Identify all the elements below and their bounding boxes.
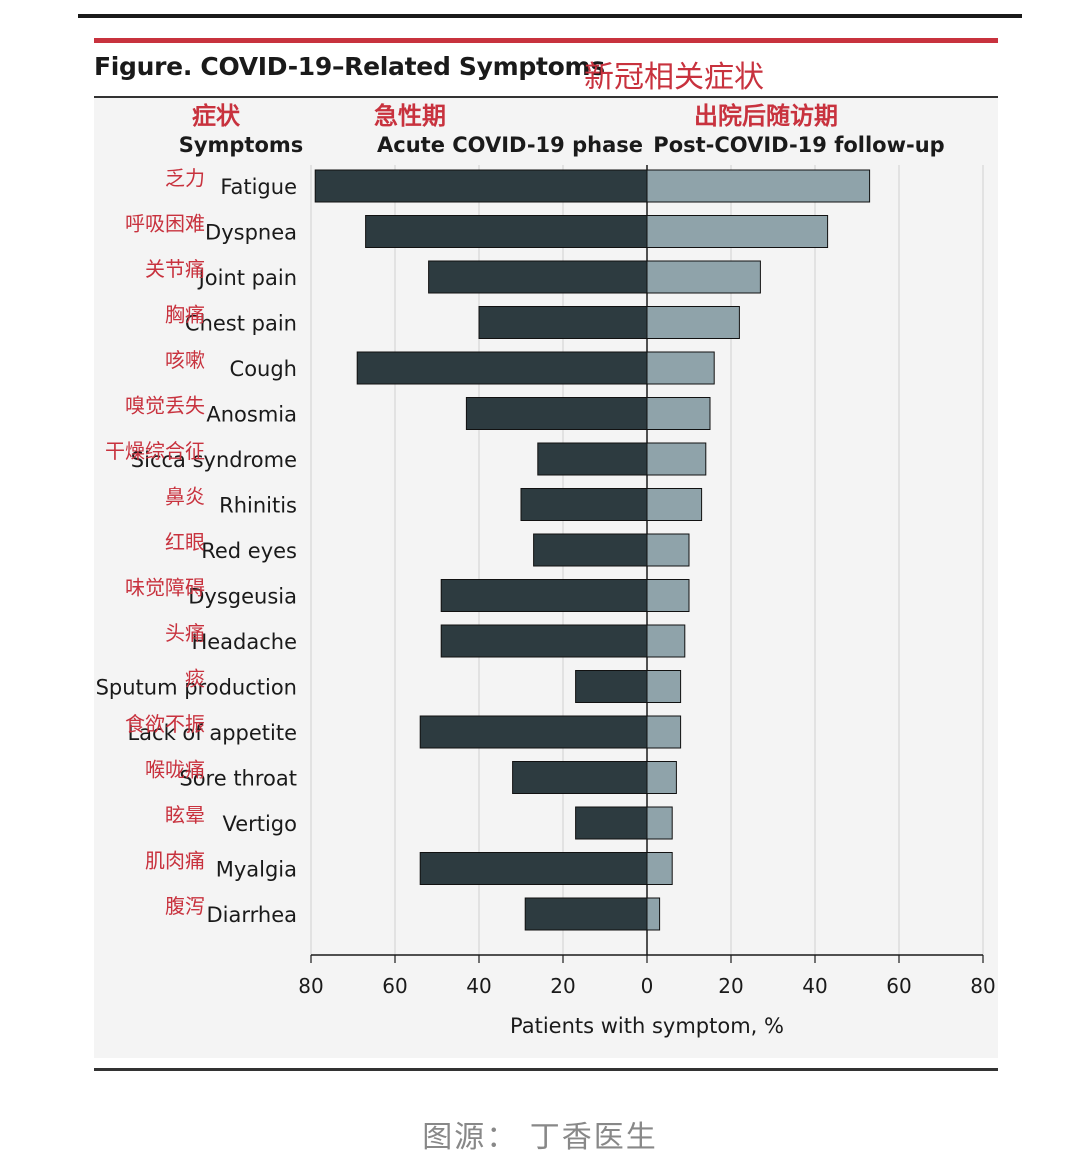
category-label-cn: 头痛 — [165, 621, 205, 645]
category-label: Diarrhea — [206, 903, 297, 927]
header-post: Post-COVID-19 follow-up — [653, 133, 944, 157]
category-label-cn: 食欲不振 — [125, 712, 205, 736]
header-symptoms: Symptoms — [179, 133, 304, 157]
title-underline — [94, 96, 998, 98]
acute-bar — [520, 488, 648, 521]
acute-bar — [314, 169, 648, 203]
acute-bar — [533, 533, 648, 567]
bottom-rule — [94, 1068, 998, 1071]
category-label-cn: 咳嗽 — [165, 348, 205, 372]
category-label-cn: 红眼 — [165, 530, 205, 554]
accent-rule — [94, 38, 998, 43]
post-bar — [646, 260, 761, 294]
category-label: Lack of appetite — [127, 721, 297, 745]
x-tick-label: 80 — [970, 974, 995, 998]
post-bar — [646, 579, 690, 612]
category-label: Dyspnea — [205, 221, 297, 245]
acute-bar — [575, 670, 648, 703]
category-label: Rhinitis — [219, 494, 297, 518]
category-label: Fatigue — [220, 175, 297, 199]
x-tick-label: 0 — [641, 974, 654, 998]
category-label-cn: 眩晕 — [165, 803, 205, 827]
category-label: Anosmia — [206, 403, 297, 427]
category-label: Myalgia — [216, 858, 297, 882]
category-label: Headache — [191, 630, 297, 654]
header-acute: Acute COVID-19 phase — [377, 133, 643, 157]
acute-bar — [478, 306, 648, 339]
x-tick-label: 40 — [466, 974, 491, 998]
acute-bar — [365, 215, 648, 248]
category-label: Vertigo — [222, 812, 297, 836]
acute-bar — [419, 852, 648, 885]
category-label: Sore throat — [179, 767, 297, 791]
acute-bar — [465, 397, 648, 430]
category-label-cn: 胸痛 — [165, 303, 205, 327]
x-tick-label: 60 — [886, 974, 911, 998]
post-bar — [646, 806, 673, 840]
post-bar — [646, 533, 690, 567]
acute-bar — [575, 806, 648, 840]
post-bar — [646, 215, 829, 248]
post-bar — [646, 351, 715, 385]
post-bar — [646, 897, 661, 931]
post-bar — [646, 715, 682, 749]
acute-bar — [440, 624, 648, 658]
category-label-cn: 干燥综合征 — [105, 439, 205, 463]
post-bar — [646, 624, 686, 658]
acute-bar — [356, 351, 648, 385]
post-bar — [646, 761, 677, 794]
x-tick-label: 20 — [550, 974, 575, 998]
x-tick-label: 20 — [718, 974, 743, 998]
acute-bar — [428, 260, 648, 294]
post-bar — [646, 442, 707, 476]
acute-bar — [524, 897, 648, 931]
category-label-cn: 腹泻 — [165, 894, 205, 918]
category-label-cn: 味觉障碍 — [125, 576, 205, 600]
acute-bar — [537, 442, 648, 476]
top-rule — [78, 14, 1022, 18]
category-label-cn: 鼻炎 — [165, 485, 205, 509]
source-credit: 图源： 丁香医生 — [422, 1120, 658, 1155]
x-axis-label: Patients with symptom, % — [510, 1014, 784, 1038]
figure-title-cn: 新冠相关症状 — [584, 60, 764, 95]
x-ticks: 80 60 40 20 0 20 40 60 80 — [298, 974, 995, 998]
category-label: Dysgeusia — [188, 585, 297, 609]
figure-title: Figure. COVID-19–Related Symptoms — [94, 52, 605, 81]
category-label-cn: 乏力 — [165, 166, 205, 190]
category-label-cn: 嗅觉丢失 — [125, 394, 205, 418]
post-bar — [646, 670, 682, 703]
post-bar — [646, 852, 673, 885]
category-label-cn: 关节痛 — [145, 257, 205, 281]
category-label-cn: 喉咙痛 — [145, 758, 205, 782]
header-acute-cn: 急性期 — [374, 102, 446, 130]
category-label-cn: 呼吸困难 — [125, 212, 205, 236]
x-tick-label: 40 — [802, 974, 827, 998]
category-label-cn: 肌肉痛 — [145, 849, 205, 873]
acute-bar — [419, 715, 648, 749]
category-label: Chest pain — [185, 312, 297, 336]
category-label-cn: 痰 — [185, 667, 205, 691]
x-tick-label: 80 — [298, 974, 323, 998]
category-label: Sputum production — [96, 676, 297, 700]
bars — [314, 169, 871, 931]
acute-bar — [440, 579, 648, 612]
header-symptoms-cn: 症状 — [192, 102, 241, 130]
category-label: Cough — [230, 357, 297, 381]
header-post-cn: 出院后随访期 — [694, 102, 838, 130]
category-label: Red eyes — [201, 539, 297, 563]
post-bar — [646, 397, 711, 430]
post-bar — [646, 169, 871, 203]
category-label: Joint pain — [197, 266, 297, 290]
x-tick-label: 60 — [382, 974, 407, 998]
acute-bar — [512, 761, 648, 794]
post-bar — [646, 306, 740, 339]
post-bar — [646, 488, 703, 521]
category-label: Sicca syndrome — [131, 448, 297, 472]
